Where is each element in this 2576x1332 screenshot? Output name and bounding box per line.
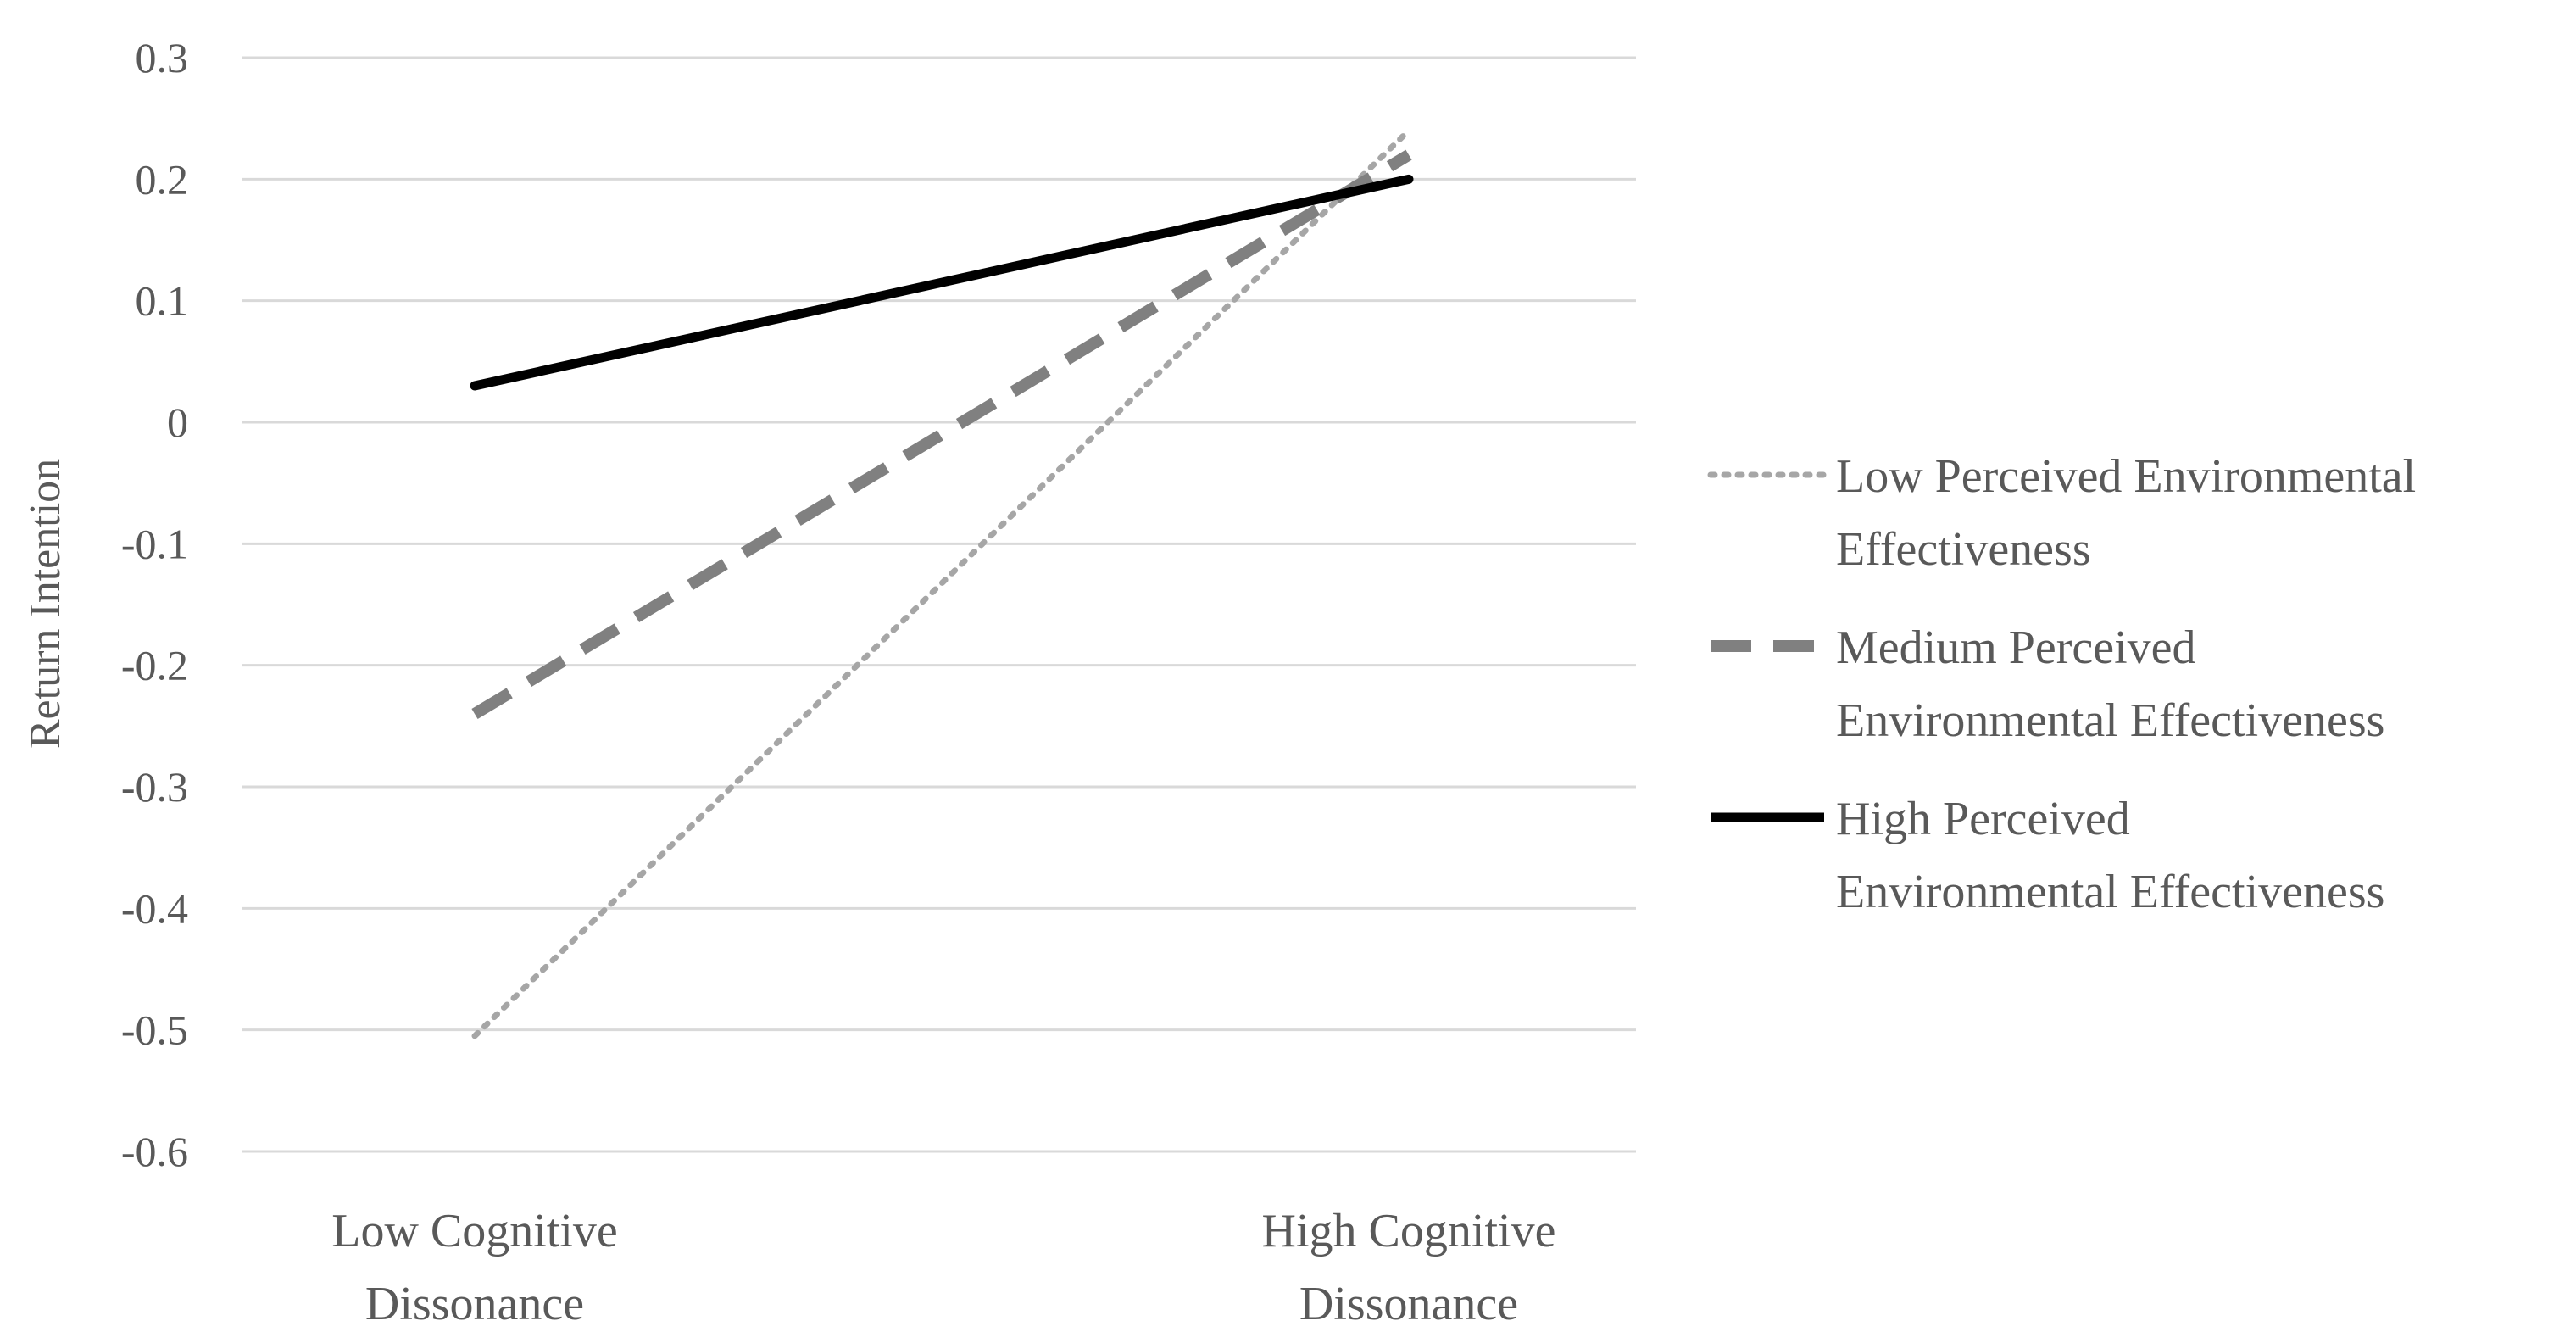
series-line-dashed <box>471 149 1412 720</box>
y-tick-label: -0.5 <box>121 1006 188 1054</box>
y-tick-label: -0.3 <box>121 763 188 811</box>
y-tick-label: -0.6 <box>121 1128 188 1175</box>
y-tick-label: 0.1 <box>136 277 189 325</box>
x-axis-categories: Low Cognitive Dissonance High Cognitive Dis… <box>331 1205 1555 1330</box>
x-category-label: Low Cognitive <box>331 1205 618 1257</box>
y-tick-label: -0.1 <box>121 520 188 567</box>
y-tick-label: -0.2 <box>121 642 188 689</box>
series-line-dotted <box>471 127 1412 1039</box>
legend-label: Environmental Effectiveness <box>1836 866 2384 918</box>
series-line-solid <box>470 174 1414 391</box>
legend-label: Medium Perceived <box>1836 621 2196 674</box>
y-tick-label: 0.2 <box>136 155 189 203</box>
y-tick-label: 0.3 <box>136 34 189 81</box>
legend-label: High Perceived <box>1836 793 2130 845</box>
x-category-label: Dissonance <box>1299 1278 1518 1330</box>
series-lines <box>470 127 1414 1039</box>
legend-label: Effectiveness <box>1836 523 2091 576</box>
gridlines <box>242 56 1636 1153</box>
legend-label: Low Perceived Environmental <box>1836 450 2416 503</box>
y-tick-label: 0 <box>167 398 188 446</box>
y-axis-title: Return Intention <box>21 459 70 749</box>
legend-label: Environmental Effectiveness <box>1836 694 2384 747</box>
y-axis-ticks: 0.3 0.2 0.1 0 -0.1 -0.2 -0.3 -0.4 -0.5 -0.6 <box>121 34 188 1175</box>
y-tick-label: -0.4 <box>121 884 188 932</box>
x-category-label: Dissonance <box>365 1278 584 1330</box>
x-category-label: High Cognitive <box>1262 1205 1556 1257</box>
legend: Low Perceived Environmental Effectiveness… <box>1707 450 2416 918</box>
